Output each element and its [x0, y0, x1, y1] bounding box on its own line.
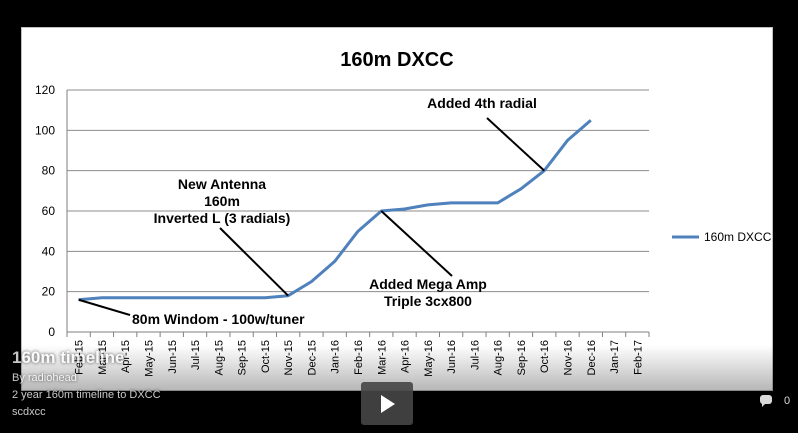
y-tick-label: 100	[35, 123, 55, 137]
y-tick-label: 60	[42, 204, 56, 218]
annotation-leader	[380, 210, 453, 277]
y-tick-label: 20	[42, 285, 56, 299]
comment-count: 0	[784, 395, 791, 407]
annotation-label: Triple 3cx800	[384, 293, 472, 309]
play-button[interactable]	[361, 382, 413, 425]
annotation-label: Added 4th radial	[427, 95, 537, 111]
annotation-leader	[486, 117, 545, 172]
legend-label: 160m DXCC	[704, 230, 772, 244]
annotation-label: 80m Windom - 100w/tuner	[132, 311, 305, 327]
chart-frame: 160m DXCC020406080100120Feb-15Mar-15Apr-…	[21, 27, 773, 391]
play-icon	[381, 395, 395, 413]
y-tick-label: 0	[48, 325, 55, 339]
y-tick-label: 80	[42, 164, 56, 178]
comment-icon[interactable]	[760, 395, 772, 407]
series-line	[78, 119, 592, 302]
annotation-label: 160m	[204, 193, 240, 209]
video-description: 2 year 160m timeline to DXCC	[12, 389, 161, 401]
video-title[interactable]: 160m timeline	[12, 348, 125, 367]
annotation-leader	[78, 298, 131, 316]
chart-title: 160m DXCC	[340, 49, 453, 71]
video-author[interactable]: By radiohead	[12, 372, 77, 384]
y-tick-label: 120	[35, 83, 55, 97]
y-tick-label: 40	[42, 244, 56, 258]
annotation-leader	[219, 227, 289, 297]
annotation-label: Added Mega Amp	[369, 276, 487, 292]
annotation-label: New Antenna	[178, 176, 266, 192]
video-tag[interactable]: scdxcc	[12, 406, 46, 418]
annotation-label: Inverted L (3 radials)	[154, 210, 291, 226]
chart: 160m DXCC020406080100120Feb-15Mar-15Apr-…	[35, 49, 772, 377]
